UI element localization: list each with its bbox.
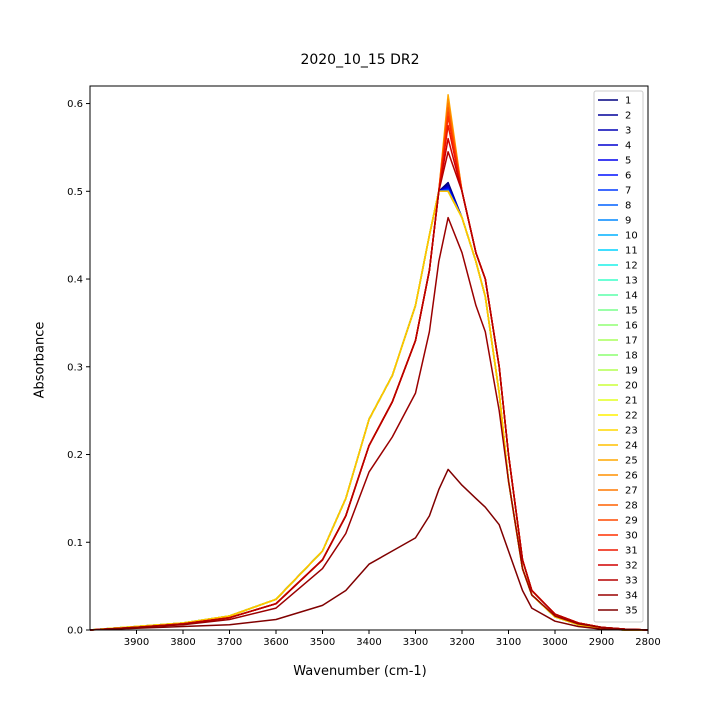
x-tick-label: 3300: [403, 637, 428, 648]
y-axis-ticks: 0.0 0.1 0.2 0.3 0.4 0.5 0.6: [67, 99, 90, 637]
series-line-33: [89, 151, 649, 631]
series-line-26: [89, 98, 649, 631]
series-line-2: [89, 183, 648, 631]
legend-label: 25: [625, 456, 638, 467]
legend-label: 31: [625, 546, 638, 557]
legend-label: 30: [625, 531, 638, 542]
legend-label: 9: [625, 216, 631, 227]
legend-label: 11: [625, 246, 638, 257]
legend-label: 16: [625, 321, 638, 332]
legend: 1234567891011121314151617181920212223242…: [593, 90, 644, 623]
legend-label: 2: [625, 111, 631, 122]
series-line-35: [89, 468, 648, 631]
x-axis-ticks: 3900 3800 3700 3600 3500 3400 3300 3200 3100 3000…: [124, 630, 661, 648]
legend-label: 19: [625, 366, 638, 377]
legend-label: 22: [625, 411, 638, 422]
legend-label: 27: [625, 486, 638, 497]
legend-label: 26: [625, 471, 638, 482]
x-tick-label: 3700: [217, 637, 242, 648]
plot-frame: [89, 85, 649, 631]
y-tick-label: 0.4: [67, 275, 83, 286]
series-line-25: [89, 94, 649, 631]
y-tick-label: 0.3: [67, 362, 83, 373]
legend-label: 18: [625, 351, 638, 362]
legend-label: 15: [625, 306, 638, 317]
series-line-34: [89, 216, 649, 631]
x-tick-label: 3600: [263, 637, 288, 648]
x-tick-label: 3900: [124, 637, 149, 648]
legend-label: 6: [625, 171, 631, 182]
x-tick-label: 3800: [170, 637, 195, 648]
legend-label: 23: [625, 426, 638, 437]
series-line-29: [89, 111, 649, 631]
y-tick-label: 0.2: [67, 450, 83, 461]
legend-label: 8: [625, 201, 631, 212]
legend-label: 21: [625, 396, 638, 407]
legend-label: 28: [625, 501, 638, 512]
series-line-24: [89, 190, 648, 631]
series-line-30: [89, 115, 649, 631]
legend-label: 14: [625, 291, 638, 302]
x-tick-label: 3000: [542, 637, 567, 648]
legend-label: 10: [625, 231, 638, 242]
legend-label: 17: [625, 336, 638, 347]
series-line-31: [89, 124, 649, 631]
y-axis-label: Absorbance: [32, 321, 48, 399]
series-line-27: [89, 102, 649, 631]
legend-label: 32: [625, 561, 638, 572]
x-axis-label: Wavenumber (cm-1): [293, 664, 427, 679]
legend-label: 3: [625, 126, 631, 137]
x-tick-label: 2900: [589, 637, 614, 648]
x-tick-label: 3500: [310, 637, 335, 648]
legend-label: 5: [625, 156, 631, 167]
legend-label: 13: [625, 276, 638, 287]
plot-area: [89, 94, 649, 631]
y-tick-label: 0.0: [67, 626, 83, 637]
x-tick-label: 3200: [449, 637, 474, 648]
legend-label: 29: [625, 516, 638, 527]
x-tick-label: 3100: [496, 637, 521, 648]
legend-label: 24: [625, 441, 638, 452]
series-line-1: [89, 181, 648, 631]
y-tick-label: 0.1: [67, 538, 83, 549]
legend-label: 7: [625, 186, 631, 197]
x-tick-label: 2800: [635, 637, 660, 648]
y-tick-label: 0.6: [67, 99, 83, 110]
legend-label: 34: [625, 591, 638, 602]
legend-label: 20: [625, 381, 638, 392]
legend-label: 4: [625, 141, 631, 152]
legend-label: 12: [625, 261, 638, 272]
legend-label: 33: [625, 576, 638, 587]
legend-label: 1: [625, 96, 631, 107]
legend-label: 35: [625, 606, 638, 617]
y-tick-label: 0.5: [67, 187, 83, 198]
x-tick-label: 3400: [356, 637, 381, 648]
series-line-28: [89, 107, 649, 631]
series-line-32: [89, 137, 649, 631]
chart-title: 2020_10_15 DR2: [300, 52, 420, 68]
